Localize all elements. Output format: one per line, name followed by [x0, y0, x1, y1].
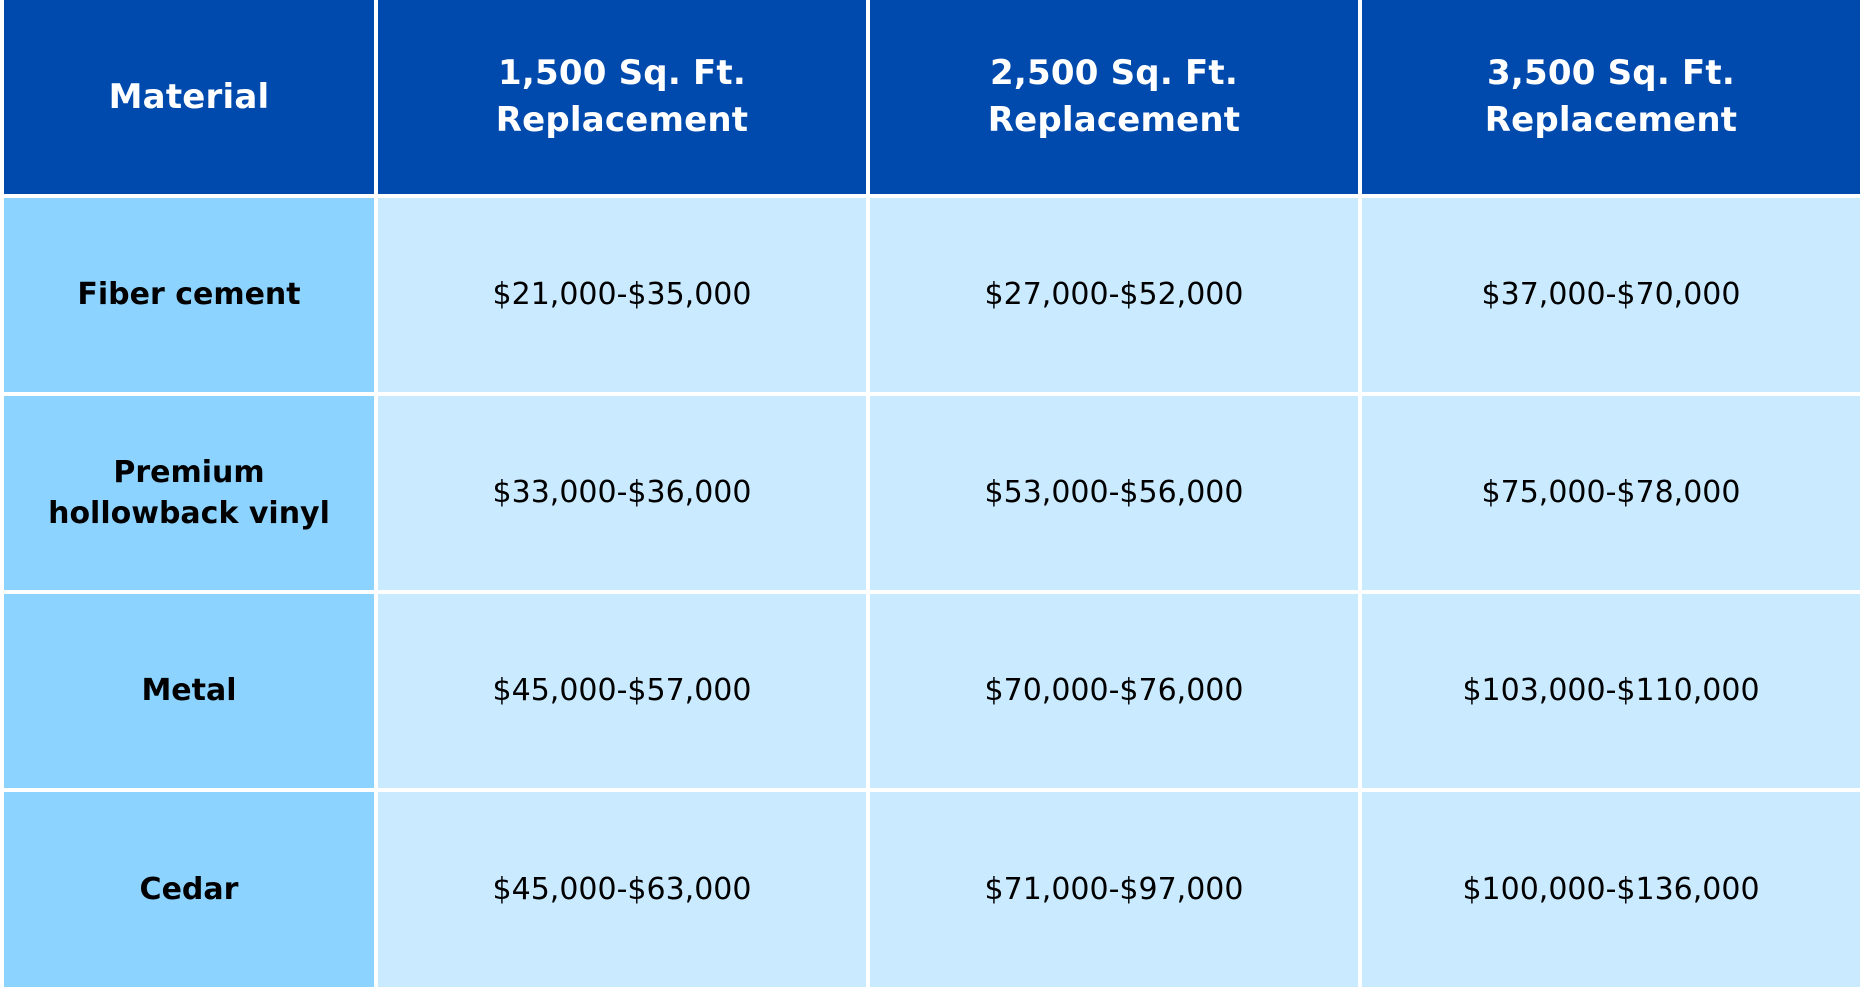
cost-cell: $21,000-$35,000 [378, 198, 866, 392]
cost-cell: $45,000-$63,000 [378, 792, 866, 987]
cost-cell: $37,000-$70,000 [1362, 198, 1860, 392]
material-metal: Metal [4, 594, 374, 788]
cost-cell: $70,000-$76,000 [870, 594, 1358, 788]
material-fiber-cement: Fiber cement [4, 198, 374, 392]
cost-cell: $100,000-$136,000 [1362, 792, 1860, 987]
header-material: Material [4, 0, 374, 194]
cost-cell: $27,000-$52,000 [870, 198, 1358, 392]
siding-cost-table: Material 1,500 Sq. Ft. Replacement 2,500… [4, 0, 1860, 987]
cost-cell: $71,000-$97,000 [870, 792, 1358, 987]
cost-cell: $103,000-$110,000 [1362, 594, 1860, 788]
cost-cell: $33,000-$36,000 [378, 396, 866, 590]
header-3500-sqft: 3,500 Sq. Ft. Replacement [1362, 0, 1860, 194]
material-cedar: Cedar [4, 792, 374, 987]
cost-cell: $75,000-$78,000 [1362, 396, 1860, 590]
material-premium-hollowback-vinyl: Premium hollowback vinyl [4, 396, 374, 590]
header-1500-sqft: 1,500 Sq. Ft. Replacement [378, 0, 866, 194]
cost-cell: $45,000-$57,000 [378, 594, 866, 788]
header-2500-sqft: 2,500 Sq. Ft. Replacement [870, 0, 1358, 194]
cost-cell: $53,000-$56,000 [870, 396, 1358, 590]
